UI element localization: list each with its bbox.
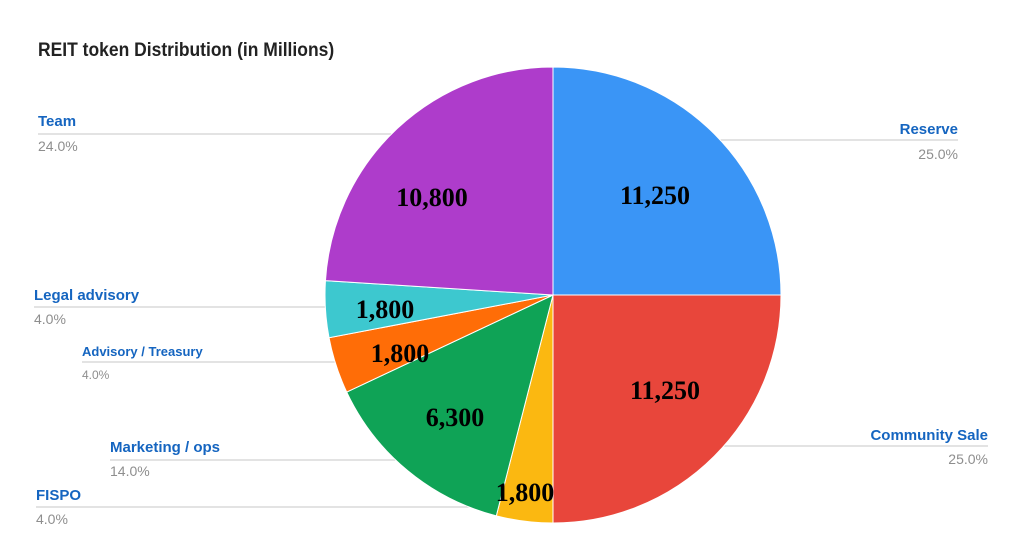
category-label-team: Team — [38, 113, 76, 130]
chart-title: REIT token Distribution (in Millions) — [38, 40, 335, 61]
percent-label-team: 24.0% — [38, 138, 78, 154]
pie-slice-marketing-ops — [346, 294, 554, 517]
value-label-team: 10,800 — [396, 183, 468, 212]
value-label-reserve: 11,250 — [620, 181, 690, 210]
pie-slice-team — [324, 66, 554, 296]
value-label-fispo: 1,800 — [496, 478, 555, 507]
percent-label-legal-advisory: 4.0% — [34, 311, 66, 327]
category-label-reserve: Reserve — [900, 121, 958, 138]
percent-label-advisory-treasury: 4.0% — [82, 368, 110, 382]
value-label-marketing-ops: 6,300 — [426, 403, 485, 432]
percent-label-marketing-ops: 14.0% — [110, 463, 150, 479]
value-label-community-sale: 11,250 — [630, 376, 700, 405]
value-label-advisory-treasury: 1,800 — [371, 339, 430, 368]
pie-slice-community-sale — [552, 294, 782, 524]
category-label-community-sale: Community Sale — [870, 427, 988, 444]
category-label-advisory-treasury: Advisory / Treasury — [82, 344, 203, 359]
category-label-legal-advisory: Legal advisory — [34, 287, 140, 304]
percent-label-reserve: 25.0% — [918, 146, 958, 162]
percent-label-fispo: 4.0% — [36, 511, 68, 527]
pie-slice-reserve — [552, 66, 782, 296]
percent-label-community-sale: 25.0% — [948, 451, 988, 467]
value-label-legal-advisory: 1,800 — [356, 295, 415, 324]
category-label-marketing-ops: Marketing / ops — [110, 439, 220, 456]
category-label-fispo: FISPO — [36, 487, 81, 504]
